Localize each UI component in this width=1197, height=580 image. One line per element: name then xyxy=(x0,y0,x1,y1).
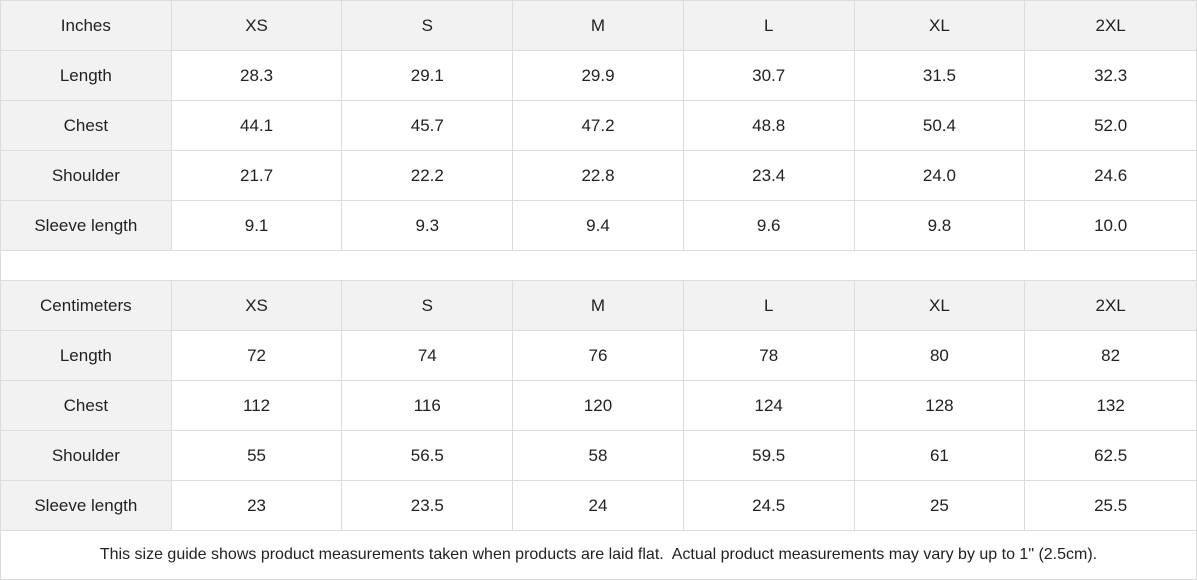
measurement-value: 32.3 xyxy=(1025,51,1196,101)
size-table-inches: Inches XS S M L XL 2XL Length 28.3 29.1 29.9 30.7 31… xyxy=(1,1,1196,251)
size-header: XL xyxy=(854,1,1026,51)
measurement-value: 31.5 xyxy=(854,51,1026,101)
measurement-value: 25.5 xyxy=(1025,481,1196,531)
measurement-label: Sleeve length xyxy=(1,201,172,251)
measurement-value: 22.8 xyxy=(513,151,684,201)
measurement-value: 80 xyxy=(854,331,1026,381)
measurement-value: 25 xyxy=(854,481,1026,531)
measurement-value: 9.4 xyxy=(513,201,684,251)
size-table-centimeters: Centimeters XS S M L XL 2XL Length 72 74 76 78 80 82 C… xyxy=(1,281,1196,531)
measurement-value: 55 xyxy=(171,431,343,481)
measurement-value: 9.8 xyxy=(854,201,1026,251)
measurement-value: 23.4 xyxy=(683,151,855,201)
size-header: L xyxy=(683,1,855,51)
measurement-value: 74 xyxy=(342,331,514,381)
table-spacer xyxy=(1,251,1196,281)
measurement-value: 58 xyxy=(513,431,684,481)
measurement-value: 24.6 xyxy=(1025,151,1196,201)
measurement-value: 82 xyxy=(1025,331,1196,381)
measurement-label: Shoulder xyxy=(1,151,172,201)
unit-header: Inches xyxy=(1,1,172,51)
measurement-value: 28.3 xyxy=(171,51,343,101)
measurement-label: Shoulder xyxy=(1,431,172,481)
measurement-value: 62.5 xyxy=(1025,431,1196,481)
size-header: 2XL xyxy=(1025,1,1196,51)
measurement-value: 45.7 xyxy=(342,101,514,151)
size-header: M xyxy=(513,1,684,51)
measurement-value: 9.3 xyxy=(342,201,514,251)
measurement-value: 24.0 xyxy=(854,151,1026,201)
size-header: 2XL xyxy=(1025,281,1196,331)
measurement-value: 22.2 xyxy=(342,151,514,201)
size-header: XS xyxy=(171,1,343,51)
measurement-value: 9.6 xyxy=(683,201,855,251)
measurement-value: 61 xyxy=(854,431,1026,481)
size-guide-note: This size guide shows product measuremen… xyxy=(99,546,1098,563)
measurement-value: 44.1 xyxy=(171,101,343,151)
measurement-value: 9.1 xyxy=(171,201,343,251)
size-header: L xyxy=(683,281,855,331)
size-header: S xyxy=(342,1,514,51)
measurement-value: 30.7 xyxy=(683,51,855,101)
measurement-value: 23 xyxy=(171,481,343,531)
measurement-value: 21.7 xyxy=(171,151,343,201)
measurement-value: 24 xyxy=(513,481,684,531)
measurement-value: 120 xyxy=(513,381,684,431)
measurement-value: 50.4 xyxy=(854,101,1026,151)
measurement-value: 116 xyxy=(342,381,514,431)
measurement-value: 112 xyxy=(171,381,343,431)
measurement-value: 52.0 xyxy=(1025,101,1196,151)
measurement-label: Chest xyxy=(1,101,172,151)
measurement-value: 76 xyxy=(513,331,684,381)
measurement-value: 59.5 xyxy=(683,431,855,481)
measurement-value: 124 xyxy=(683,381,855,431)
size-header: XS xyxy=(171,281,343,331)
measurement-value: 29.1 xyxy=(342,51,514,101)
measurement-label: Sleeve length xyxy=(1,481,172,531)
measurement-value: 47.2 xyxy=(513,101,684,151)
measurement-value: 132 xyxy=(1025,381,1196,431)
measurement-label: Chest xyxy=(1,381,172,431)
measurement-value: 128 xyxy=(854,381,1026,431)
measurement-value: 48.8 xyxy=(683,101,855,151)
size-header: M xyxy=(513,281,684,331)
measurement-value: 24.5 xyxy=(683,481,855,531)
measurement-value: 29.9 xyxy=(513,51,684,101)
unit-header: Centimeters xyxy=(1,281,172,331)
size-header: XL xyxy=(854,281,1026,331)
measurement-value: 72 xyxy=(171,331,343,381)
measurement-value: 78 xyxy=(683,331,855,381)
size-header: S xyxy=(342,281,514,331)
measurement-value: 23.5 xyxy=(342,481,514,531)
measurement-label: Length xyxy=(1,331,172,381)
measurement-value: 56.5 xyxy=(342,431,514,481)
measurement-label: Length xyxy=(1,51,172,101)
measurement-value: 10.0 xyxy=(1025,201,1196,251)
